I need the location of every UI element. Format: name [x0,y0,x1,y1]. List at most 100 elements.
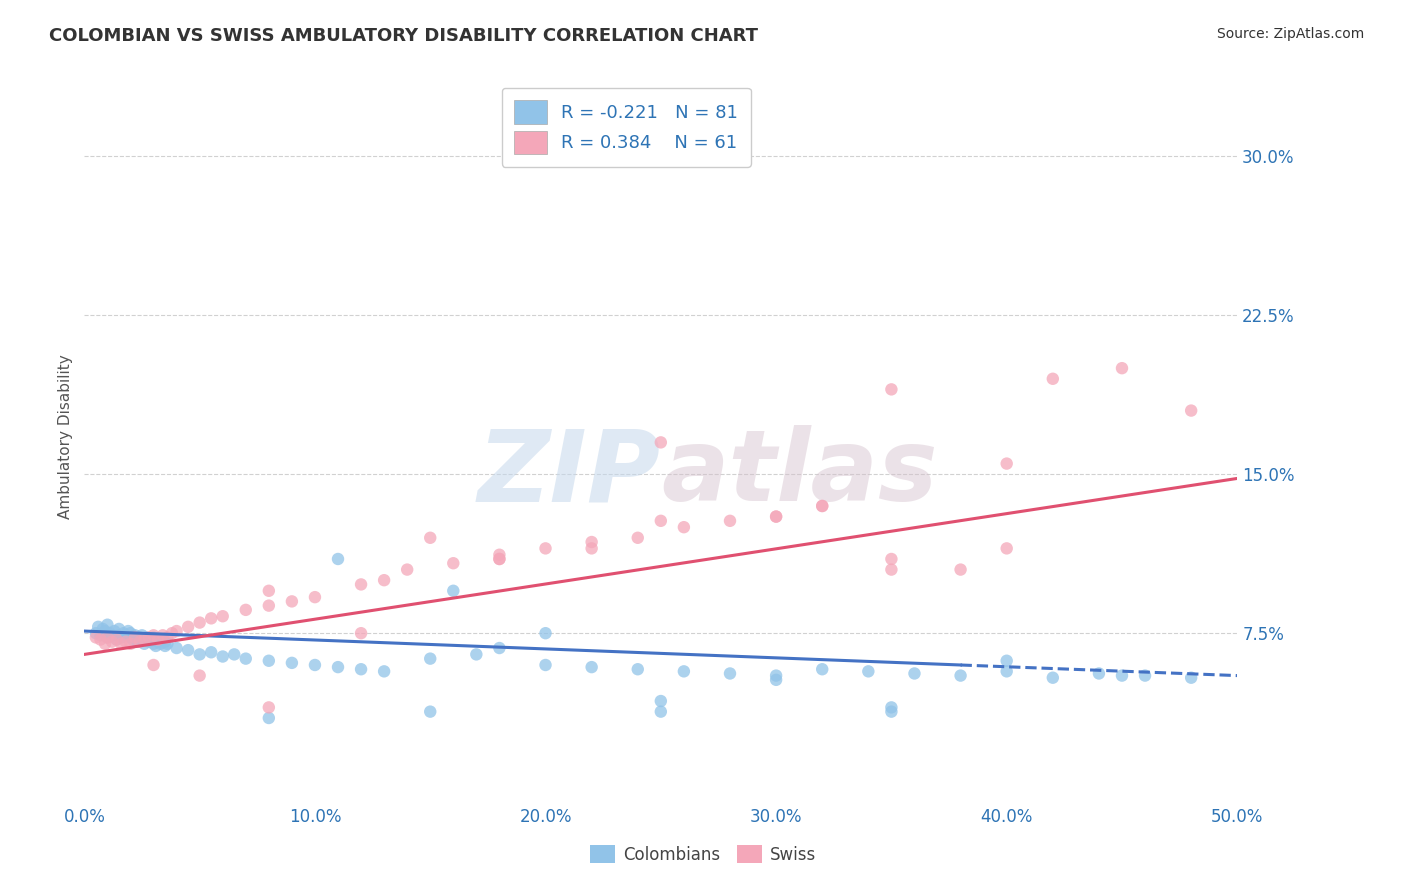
Point [120,637,142,651]
Point [105,632,128,647]
Point [131,632,153,647]
Point [858,665,880,679]
Point [304,590,326,604]
Point [650,514,672,528]
Point [145,639,167,653]
Point [177,643,200,657]
Point [488,552,510,566]
Point [350,577,373,591]
Point [488,548,510,562]
Point [373,665,395,679]
Point [581,535,603,549]
Point [326,552,349,566]
Point [115,634,138,648]
Point [142,658,165,673]
Point [419,705,441,719]
Point [465,648,488,662]
Point [91,622,114,636]
Point [995,541,1018,556]
Point [177,620,200,634]
Point [373,573,395,587]
Point [146,632,169,647]
Point [257,711,280,725]
Point [84,626,107,640]
Point [488,640,510,655]
Point [120,626,142,640]
Point [650,435,672,450]
Point [1133,668,1156,682]
Point [142,631,165,645]
Point [1180,671,1202,685]
Point [87,620,110,634]
Point [128,631,150,645]
Point [134,632,156,647]
Point [811,499,834,513]
Point [765,673,787,687]
Point [1088,666,1111,681]
Point [152,628,174,642]
Point [534,658,557,673]
Legend: R = -0.221   N = 81, R = 0.384    N = 61: R = -0.221 N = 81, R = 0.384 N = 61 [502,87,751,167]
Point [949,563,972,577]
Point [650,705,672,719]
Point [153,639,176,653]
Point [96,631,118,645]
Point [903,666,925,681]
Point [103,624,125,638]
Point [811,662,834,676]
Point [96,631,118,645]
Point [880,383,903,397]
Point [627,662,650,676]
Point [419,531,441,545]
Point [117,624,139,638]
Point [534,541,557,556]
Point [146,634,169,648]
Point [188,615,211,630]
Point [880,700,903,714]
Y-axis label: Ambulatory Disability: Ambulatory Disability [58,355,73,519]
Text: COLOMBIAN VS SWISS AMBULATORY DISABILITY CORRELATION CHART: COLOMBIAN VS SWISS AMBULATORY DISABILITY… [49,27,758,45]
Point [257,700,280,714]
Point [115,628,138,642]
Point [89,632,111,647]
Point [949,668,972,682]
Point [149,637,172,651]
Point [488,552,510,566]
Point [350,662,373,676]
Point [350,626,373,640]
Point [718,666,741,681]
Point [995,665,1018,679]
Point [89,628,111,642]
Point [135,631,157,645]
Point [101,634,124,648]
Point [811,499,834,513]
Point [120,631,142,645]
Point [235,651,257,665]
Point [138,631,160,645]
Point [156,637,179,651]
Point [1180,403,1202,417]
Point [188,668,211,682]
Point [108,628,131,642]
Point [581,660,603,674]
Point [98,626,121,640]
Point [166,640,188,655]
Point [281,594,304,608]
Point [121,632,143,647]
Point [995,654,1018,668]
Point [211,609,233,624]
Point [880,705,903,719]
Point [257,654,280,668]
Text: Source: ZipAtlas.com: Source: ZipAtlas.com [1216,27,1364,41]
Legend: Colombians, Swiss: Colombians, Swiss [583,838,823,871]
Point [108,622,131,636]
Point [396,563,419,577]
Point [152,632,174,647]
Point [304,658,326,673]
Point [627,531,650,545]
Point [224,648,246,662]
Point [765,668,787,682]
Point [110,637,132,651]
Point [94,624,117,638]
Point [105,632,128,647]
